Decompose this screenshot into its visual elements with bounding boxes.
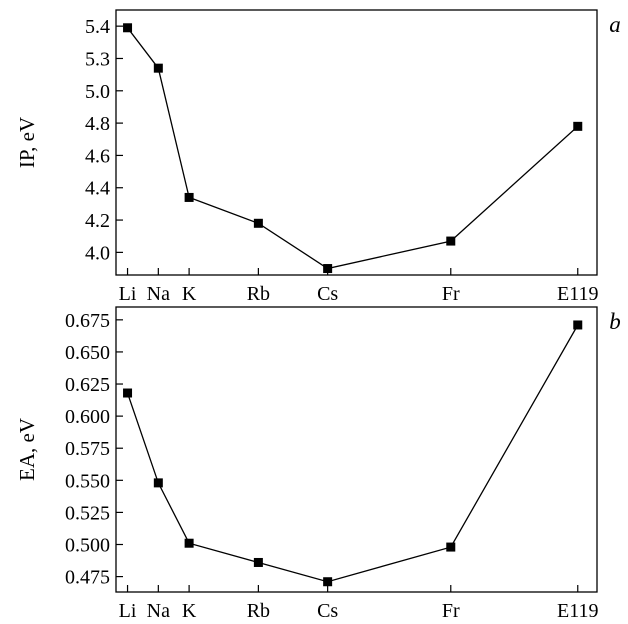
x-tick-label-rb: Rb: [247, 283, 270, 305]
data-point-e119: [573, 121, 583, 131]
y-tick-label: 4.4: [85, 178, 110, 200]
y-axis-title: IP, eV: [15, 117, 39, 168]
data-point-li: [123, 388, 133, 398]
x-tick-label-na: Na: [147, 600, 170, 622]
data-point-na: [153, 63, 163, 73]
data-point-cs: [323, 577, 333, 587]
x-tick-label-k: K: [182, 600, 197, 622]
x-tick-label-e119: E119: [557, 283, 598, 305]
data-point-rb: [253, 218, 263, 228]
y-tick-label: 4.8: [85, 113, 110, 135]
data-point-k: [184, 192, 194, 202]
plot-frame: [115, 306, 598, 593]
data-point-na: [153, 478, 163, 488]
y-tick-label: 4.0: [85, 242, 110, 264]
y-tick-label: 4.2: [85, 210, 110, 232]
y-axis-title: EA, eV: [15, 418, 39, 481]
series-line: [126, 27, 579, 270]
x-tick-label-li: Li: [119, 283, 137, 305]
y-tick-label: 0.550: [65, 470, 110, 492]
y-tick-label: 0.475: [65, 567, 110, 589]
panel-label: a: [609, 12, 621, 37]
y-tick-label: 0.650: [65, 342, 110, 364]
y-tick-label: 0.500: [65, 535, 110, 557]
data-point-li: [123, 23, 133, 33]
plot-frame: [115, 9, 598, 276]
x-tick-label-na: Na: [147, 283, 170, 305]
x-tick-label-k: K: [182, 283, 197, 305]
y-tick-label: 0.625: [65, 374, 110, 396]
y-tick-label: 5.4: [85, 16, 110, 38]
data-point-cs: [323, 264, 333, 274]
panel-label: b: [609, 309, 621, 334]
data-point-e119: [573, 320, 583, 330]
data-point-fr: [446, 542, 456, 552]
y-tick-label: 0.575: [65, 438, 110, 460]
data-point-k: [184, 538, 194, 548]
x-tick-label-rb: Rb: [247, 600, 270, 622]
x-tick-label-e119: E119: [557, 600, 598, 622]
x-tick-label-cs: Cs: [317, 283, 338, 305]
y-tick-label: 0.525: [65, 502, 110, 524]
x-tick-label-fr: Fr: [442, 600, 460, 622]
x-tick-label-cs: Cs: [317, 600, 338, 622]
y-tick-label: 0.675: [65, 310, 110, 332]
data-point-fr: [446, 236, 456, 246]
y-tick-label: 0.600: [65, 406, 110, 428]
chart-panel-a: 4.0 4.2 4.4 4.6 4.8 5.0 5.3 5.4 Li Na K Rb Cs Fr E119 I…: [15, 9, 621, 305]
y-tick-label: 5.0: [85, 81, 110, 103]
x-tick-label-fr: Fr: [442, 283, 460, 305]
y-tick-label: 5.3: [85, 48, 110, 70]
y-tick-label: 4.6: [85, 145, 110, 167]
data-point-rb: [253, 557, 263, 567]
x-tick-label-li: Li: [119, 600, 137, 622]
series-line: [126, 324, 579, 583]
chart-panel-b: 0.475 0.500 0.525 0.550 0.575 0.600 0.625 0.650…: [15, 306, 621, 622]
